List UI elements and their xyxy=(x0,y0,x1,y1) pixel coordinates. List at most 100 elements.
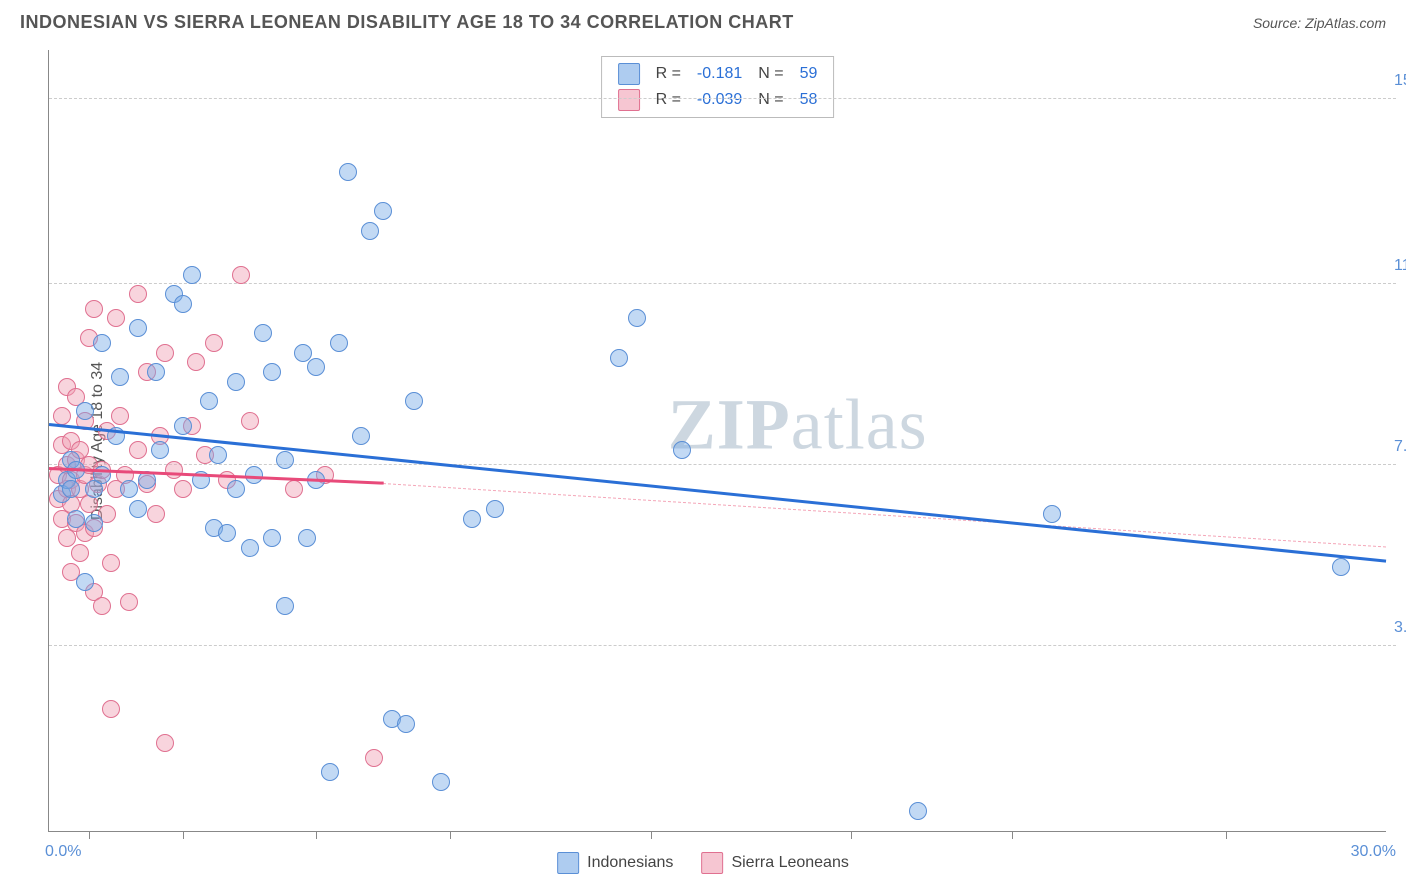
source-label: Source: ZipAtlas.com xyxy=(1253,15,1386,31)
legend-series: Indonesians Sierra Leoneans xyxy=(557,852,849,874)
x-tick xyxy=(183,831,184,839)
gridline xyxy=(49,464,1396,465)
legend-item: Indonesians xyxy=(557,852,673,874)
data-point xyxy=(129,285,147,303)
data-point xyxy=(85,300,103,318)
r-label: R = xyxy=(648,87,689,113)
data-point xyxy=(53,407,71,425)
data-point xyxy=(165,461,183,479)
data-point xyxy=(241,539,259,557)
data-point xyxy=(610,349,628,367)
data-point xyxy=(85,514,103,532)
data-point xyxy=(1332,558,1350,576)
data-point xyxy=(276,451,294,469)
data-point xyxy=(432,773,450,791)
data-point xyxy=(102,554,120,572)
legend-swatch xyxy=(618,63,640,85)
n-label: N = xyxy=(750,87,791,113)
legend-row: R =-0.181N =59 xyxy=(610,61,826,87)
data-point xyxy=(174,295,192,313)
data-point xyxy=(93,597,111,615)
data-point xyxy=(263,529,281,547)
n-label: N = xyxy=(750,61,791,87)
n-value: 59 xyxy=(792,61,826,87)
gridline xyxy=(49,645,1396,646)
legend-swatch xyxy=(618,89,640,111)
n-value: 58 xyxy=(792,87,826,113)
data-point xyxy=(321,763,339,781)
data-point xyxy=(71,544,89,562)
y-tick-label: 11.2% xyxy=(1394,257,1406,275)
data-point xyxy=(241,412,259,430)
y-tick-label: 15.0% xyxy=(1394,72,1406,90)
data-point xyxy=(298,529,316,547)
data-point xyxy=(232,266,250,284)
data-point xyxy=(330,334,348,352)
x-tick xyxy=(1226,831,1227,839)
data-point xyxy=(129,441,147,459)
data-point xyxy=(174,480,192,498)
data-point xyxy=(628,309,646,327)
data-point xyxy=(673,441,691,459)
chart-area: Disability Age 18 to 34 ZIPatlas R =-0.1… xyxy=(48,50,1386,832)
data-point xyxy=(205,334,223,352)
data-point xyxy=(486,500,504,518)
data-point xyxy=(62,480,80,498)
data-point xyxy=(129,319,147,337)
x-tick xyxy=(316,831,317,839)
data-point xyxy=(187,353,205,371)
x-tick xyxy=(651,831,652,839)
data-point xyxy=(129,500,147,518)
data-point xyxy=(245,466,263,484)
data-point xyxy=(218,524,236,542)
gridline xyxy=(49,283,1396,284)
data-point xyxy=(156,344,174,362)
data-point xyxy=(909,802,927,820)
data-point xyxy=(463,510,481,528)
chart-title: INDONESIAN VS SIERRA LEONEAN DISABILITY … xyxy=(20,12,794,33)
data-point xyxy=(361,222,379,240)
data-point xyxy=(365,749,383,767)
x-tick xyxy=(450,831,451,839)
data-point xyxy=(374,202,392,220)
data-point xyxy=(107,309,125,327)
data-point xyxy=(294,344,312,362)
data-point xyxy=(209,446,227,464)
data-point xyxy=(156,734,174,752)
r-label: R = xyxy=(648,61,689,87)
data-point xyxy=(120,593,138,611)
data-point xyxy=(285,480,303,498)
data-point xyxy=(76,573,94,591)
data-point xyxy=(227,373,245,391)
r-value: -0.039 xyxy=(689,87,750,113)
data-point xyxy=(111,407,129,425)
r-value: -0.181 xyxy=(689,61,750,87)
data-point xyxy=(120,480,138,498)
header: INDONESIAN VS SIERRA LEONEAN DISABILITY … xyxy=(0,0,1406,41)
data-point xyxy=(147,363,165,381)
gridline xyxy=(49,98,1396,99)
data-point xyxy=(352,427,370,445)
x-max-label: 30.0% xyxy=(1351,843,1396,861)
data-point xyxy=(174,417,192,435)
data-point xyxy=(254,324,272,342)
x-min-label: 0.0% xyxy=(45,843,81,861)
data-point xyxy=(1043,505,1061,523)
data-point xyxy=(183,266,201,284)
x-tick xyxy=(851,831,852,839)
legend-item: Sierra Leoneans xyxy=(701,852,848,874)
data-point xyxy=(102,700,120,718)
data-point xyxy=(67,510,85,528)
data-point xyxy=(263,363,281,381)
legend-label: Sierra Leoneans xyxy=(731,854,848,872)
data-point xyxy=(151,441,169,459)
legend-correlation: R =-0.181N =59R =-0.039N =58 xyxy=(601,56,835,118)
data-point xyxy=(405,392,423,410)
data-point xyxy=(147,505,165,523)
legend-row: R =-0.039N =58 xyxy=(610,87,826,113)
watermark: ZIPatlas xyxy=(668,383,928,466)
watermark-part2: atlas xyxy=(791,384,928,464)
data-point xyxy=(339,163,357,181)
data-point xyxy=(397,715,415,733)
y-tick-label: 7.5% xyxy=(1394,438,1406,456)
